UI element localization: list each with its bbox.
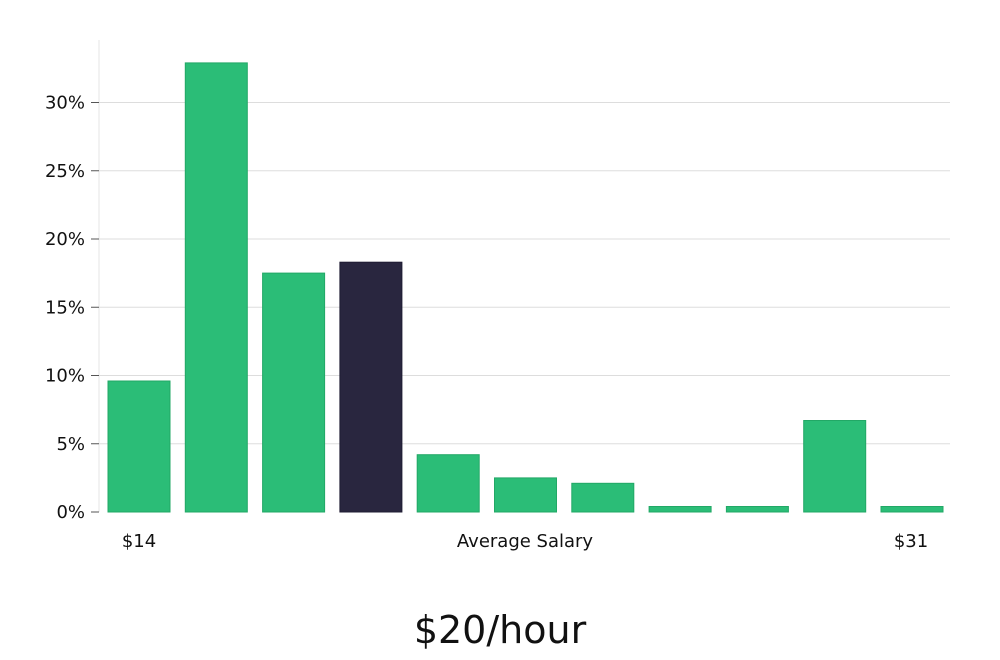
average-salary-caption: $20/hour — [413, 608, 587, 652]
bar — [803, 420, 867, 513]
x-max-label: $31 — [894, 531, 928, 552]
bar — [184, 62, 248, 513]
y-axis: 0% 5% 10% 15% 20% 25% 30% — [45, 93, 99, 523]
y-tick-label: 0% — [56, 502, 85, 523]
bar — [107, 380, 171, 513]
bar — [494, 477, 557, 513]
y-tick-label: 10% — [45, 366, 85, 387]
x-min-label: $14 — [122, 531, 156, 552]
bar — [571, 482, 635, 513]
x-axis-title: Average Salary — [457, 531, 594, 552]
bar — [725, 506, 789, 513]
y-tick-label: 20% — [45, 229, 85, 250]
bars — [107, 62, 944, 513]
salary-histogram: 0% 5% 10% 15% 20% 25% 30% $14 Average Salary $… — [45, 40, 950, 552]
bar — [648, 506, 712, 513]
y-tick-label: 25% — [45, 161, 85, 182]
bar — [262, 272, 326, 513]
bar — [416, 454, 480, 513]
bar-highlighted — [339, 261, 403, 513]
y-tick-label: 30% — [45, 93, 85, 114]
bar — [880, 506, 944, 513]
y-tick-label: 5% — [56, 434, 85, 455]
y-tick-label: 15% — [45, 297, 85, 318]
